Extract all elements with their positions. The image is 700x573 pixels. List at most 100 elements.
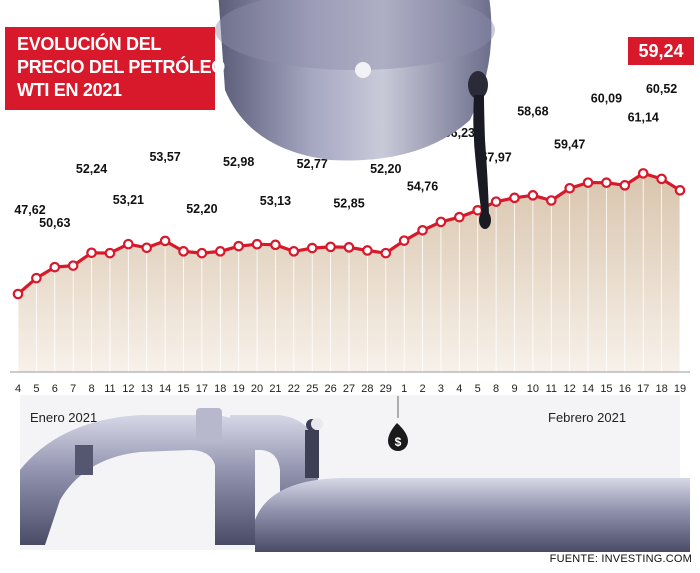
x-tick-label: 25 <box>306 383 318 395</box>
data-point <box>582 177 594 188</box>
data-point <box>619 180 631 191</box>
x-tick-label: 27 <box>343 383 355 395</box>
data-point <box>417 224 428 236</box>
title-box: EVOLUCIÓN DEL PRECIO DEL PETRÓLEO WTI EN… <box>5 27 225 110</box>
x-tick-label: 17 <box>637 383 649 395</box>
x-axis-ticks: 4 5 6 7 8 11 12 13 14 15 17 18 19 20 21 22 25 26 27 28 29 1 2 3… <box>15 383 686 395</box>
value-label: 47,62 <box>14 203 45 217</box>
value-label: 57,97 <box>480 151 511 165</box>
data-point <box>564 182 575 194</box>
data-point <box>178 246 189 257</box>
data-point <box>637 168 649 179</box>
value-label: 52,20 <box>186 202 217 216</box>
data-point <box>288 246 300 257</box>
data-point <box>472 205 484 216</box>
value-label: 52,20 <box>370 162 401 176</box>
data-point <box>325 241 336 253</box>
x-tick-label: 11 <box>104 383 115 395</box>
data-point <box>398 235 410 246</box>
month-label-january: Enero 2021 <box>30 410 98 425</box>
data-point <box>545 195 557 206</box>
x-tick-label: 20 <box>251 383 263 395</box>
value-label: 53,13 <box>260 194 291 208</box>
data-point <box>362 245 373 256</box>
x-tick-label: 5 <box>475 383 481 395</box>
x-tick-label: 22 <box>288 383 300 395</box>
value-label: 53,21 <box>113 193 144 207</box>
data-point <box>141 242 153 254</box>
x-tick-label: 5 <box>33 383 39 395</box>
title-line-2: PRECIO DEL PETRÓLEO <box>17 57 225 77</box>
x-tick-label: 15 <box>177 383 189 395</box>
x-tick-label: 21 <box>269 383 281 395</box>
source-credit: FUENTE: INVESTING.COM <box>549 553 692 565</box>
data-point <box>343 242 355 253</box>
data-point <box>251 238 263 250</box>
x-tick-label: 8 <box>493 383 499 395</box>
title-line-1: EVOLUCIÓN DEL <box>17 34 162 54</box>
x-tick-label: 4 <box>15 383 21 395</box>
price-points <box>12 168 686 300</box>
value-label: 52,85 <box>333 196 364 210</box>
data-point <box>601 177 612 189</box>
month-label-february: Febrero 2021 <box>548 410 627 425</box>
latest-value-badge: 59,24 <box>628 37 694 65</box>
x-tick-label: 7 <box>70 383 76 395</box>
x-tick-label: 15 <box>600 383 612 395</box>
day-gridlines <box>17 173 681 372</box>
x-tick-label: 17 <box>196 383 208 395</box>
x-tick-label: 19 <box>233 383 245 395</box>
data-point <box>380 247 392 259</box>
data-point <box>490 196 502 207</box>
x-tick-label: 26 <box>324 383 336 395</box>
x-tick-label: 8 <box>88 383 94 395</box>
x-tick-label: 4 <box>456 383 462 395</box>
value-label: 61,14 <box>628 110 659 124</box>
dollar-drop-icon: $ <box>388 396 408 451</box>
value-label: 50,63 <box>39 216 70 230</box>
x-tick-label: 2 <box>419 383 425 395</box>
data-point <box>104 247 116 259</box>
data-point <box>159 235 171 247</box>
value-label: 52,98 <box>223 155 254 169</box>
x-tick-label: 12 <box>122 383 134 395</box>
data-point <box>270 239 281 251</box>
x-tick-label: 9 <box>511 383 517 395</box>
title-line-3: WTI EN 2021 <box>17 80 122 100</box>
data-point <box>49 261 61 273</box>
x-tick-label: 3 <box>438 383 444 395</box>
data-point <box>306 242 318 254</box>
data-point <box>435 216 447 228</box>
value-label: 53,57 <box>149 150 180 164</box>
data-point <box>656 173 667 185</box>
data-point <box>31 272 42 284</box>
data-point <box>509 192 520 204</box>
data-point <box>527 190 539 201</box>
value-label: 60,09 <box>591 92 622 106</box>
x-tick-label: 10 <box>527 383 539 395</box>
x-tick-label: 1 <box>401 383 407 395</box>
value-label: 59,47 <box>554 137 585 151</box>
data-point <box>214 246 226 257</box>
x-tick-label: 12 <box>564 383 576 395</box>
x-tick-label: 13 <box>141 383 153 395</box>
x-tick-label: 29 <box>380 383 392 395</box>
x-tick-label: 18 <box>655 383 667 395</box>
data-point <box>12 288 24 300</box>
value-label: 52,24 <box>76 162 107 176</box>
data-point <box>123 238 134 250</box>
value-label: 54,76 <box>407 179 438 193</box>
x-tick-label: 14 <box>582 383 594 395</box>
data-point <box>233 240 244 252</box>
value-label: 58,68 <box>517 104 548 118</box>
svg-text:$: $ <box>395 435 402 449</box>
value-label: 52,77 <box>297 157 328 171</box>
value-label: 60,52 <box>646 82 677 96</box>
data-point <box>196 247 208 259</box>
x-tick-label: 11 <box>546 383 557 395</box>
x-tick-label: 6 <box>52 383 58 395</box>
oil-barrel-illustration <box>215 0 495 229</box>
